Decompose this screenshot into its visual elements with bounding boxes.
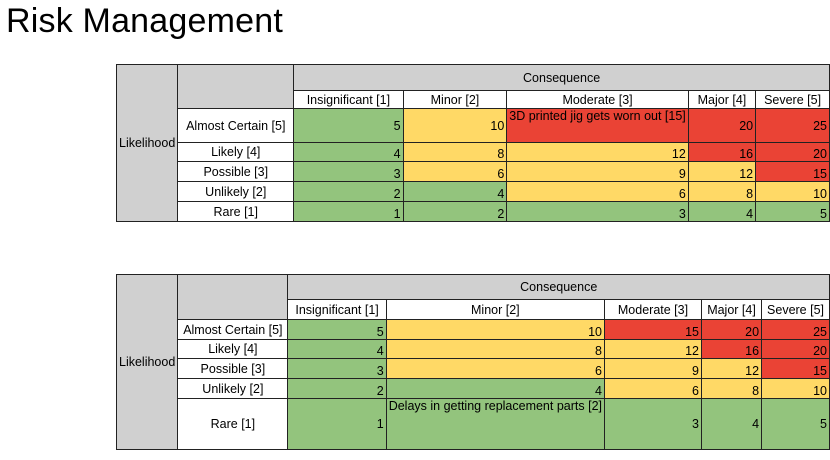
table-row: Unlikely [2] 2 4 6 8 10	[117, 378, 830, 399]
row-label: Possible [3]	[177, 358, 289, 379]
table-row: Possible [3] 3 6 9 12 15	[117, 358, 830, 379]
risk-cell: 3	[506, 201, 689, 222]
table-row: Rare [1] 1 Delays in getting replacement…	[117, 398, 830, 450]
risk-note-cell: Delays in getting replacement parts [2]	[385, 398, 606, 450]
risk-cell: 8	[687, 181, 757, 202]
risk-cell: 2	[402, 201, 508, 222]
risk-cell: 4	[402, 181, 508, 202]
risk-note-cell: 3D printed jig gets worn out [15]	[506, 108, 689, 143]
risk-cell: 4	[385, 378, 606, 399]
table-row: Possible [3] 3 6 9 12 15	[117, 161, 830, 182]
corner-cell	[177, 274, 289, 320]
likelihood-label: Likelihood	[115, 64, 179, 222]
column-header: Severe [5]	[755, 90, 830, 109]
risk-cell: 9	[604, 358, 702, 379]
risk-cell: 25	[755, 108, 830, 143]
row-label: Possible [3]	[177, 161, 295, 182]
risk-cell: 12	[506, 142, 689, 162]
risk-cell: 6	[604, 378, 702, 399]
column-header: Moderate [3]	[604, 299, 702, 320]
column-header: Major [4]	[687, 90, 757, 109]
risk-cell: 3	[293, 161, 404, 182]
table-row: Almost Certain [5] 5 10 15 20 25	[117, 319, 830, 340]
risk-cell: 8	[700, 378, 763, 399]
risk-cell: 4	[700, 398, 763, 450]
risk-cell: 10	[402, 108, 508, 143]
risk-cell: 12	[687, 161, 757, 182]
row-label: Likely [4]	[177, 142, 295, 162]
column-header: Insignificant [1]	[293, 90, 404, 109]
consequence-header: Consequence	[287, 274, 830, 300]
page-title: Risk Management	[6, 2, 284, 40]
risk-cell: 6	[385, 358, 606, 379]
row-label: Almost Certain [5]	[177, 319, 289, 340]
risk-cell: 25	[761, 319, 830, 340]
risk-cell: 4	[687, 201, 757, 222]
risk-cell: 20	[761, 339, 830, 359]
row-label: Unlikely [2]	[177, 181, 295, 202]
risk-cell: 20	[700, 319, 763, 340]
risk-cell: 6	[402, 161, 508, 182]
column-header: Insignificant [1]	[287, 299, 387, 320]
risk-cell: 3	[287, 358, 387, 379]
risk-cell: 20	[755, 142, 830, 162]
risk-cell: 10	[755, 181, 830, 202]
risk-matrix-2: Likelihood Consequence Insignificant [1]…	[115, 274, 830, 450]
consequence-header: Consequence	[293, 64, 830, 91]
column-header: Minor [2]	[402, 90, 508, 109]
column-header: Severe [5]	[761, 299, 830, 320]
risk-matrix-1: Likelihood Consequence Insignificant [1]…	[115, 64, 830, 222]
risk-cell: 2	[287, 378, 387, 399]
risk-cell: 2	[293, 181, 404, 202]
row-label: Rare [1]	[177, 398, 289, 450]
risk-cell: 8	[402, 142, 508, 162]
table-row: Likely [4] 4 8 12 16 20	[117, 339, 830, 359]
risk-cell: 6	[506, 181, 689, 202]
column-header: Major [4]	[700, 299, 763, 320]
risk-cell: 5	[755, 201, 830, 222]
risk-cell: 12	[604, 339, 702, 359]
corner-cell	[177, 64, 295, 109]
risk-cell: 4	[287, 339, 387, 359]
risk-cell: 20	[687, 108, 757, 143]
risk-cell: 4	[293, 142, 404, 162]
risk-cell: 5	[287, 319, 387, 340]
risk-cell: 15	[755, 161, 830, 182]
risk-cell: 16	[700, 339, 763, 359]
table-row: Almost Certain [5] 5 10 3D printed jig g…	[117, 108, 830, 143]
column-header: Minor [2]	[385, 299, 606, 320]
risk-cell: 5	[761, 398, 830, 450]
table-row: Rare [1] 1 2 3 4 5	[117, 201, 830, 222]
row-label: Rare [1]	[177, 201, 295, 222]
risk-cell: 8	[385, 339, 606, 359]
risk-cell: 1	[293, 201, 404, 222]
risk-cell: 10	[761, 378, 830, 399]
risk-cell: 15	[761, 358, 830, 379]
likelihood-label: Likelihood	[115, 274, 179, 450]
risk-cell: 12	[700, 358, 763, 379]
risk-cell: 16	[687, 142, 757, 162]
risk-cell: 15	[604, 319, 702, 340]
row-label: Likely [4]	[177, 339, 289, 359]
risk-cell: 1	[287, 398, 387, 450]
table-row: Unlikely [2] 2 4 6 8 10	[117, 181, 830, 202]
table-row: Likely [4] 4 8 12 16 20	[117, 142, 830, 162]
column-header: Moderate [3]	[506, 90, 689, 109]
risk-cell: 9	[506, 161, 689, 182]
risk-cell: 5	[293, 108, 404, 143]
risk-cell: 10	[385, 319, 606, 340]
row-label: Almost Certain [5]	[177, 108, 295, 143]
row-label: Unlikely [2]	[177, 378, 289, 399]
risk-cell: 3	[604, 398, 702, 450]
